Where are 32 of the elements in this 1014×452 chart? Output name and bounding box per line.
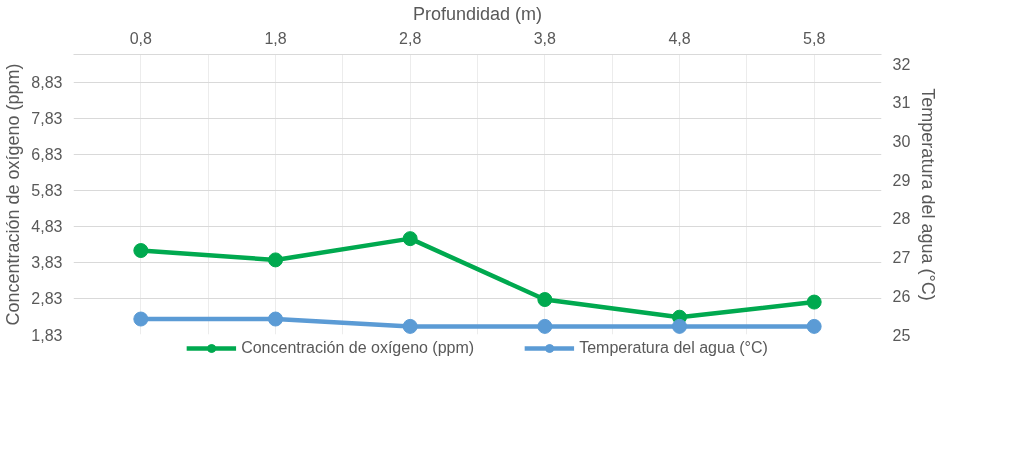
y-tick-label: 8,83 <box>31 74 63 92</box>
y-tick-label: 3,83 <box>31 254 63 272</box>
y-tick-label: 2,83 <box>31 290 63 308</box>
y-tick-label: 7,83 <box>31 110 63 128</box>
point <box>402 231 418 247</box>
point <box>537 292 553 308</box>
y-tick-label: 5,83 <box>31 182 63 200</box>
y-axis-title: Concentración de oxígeno (ppm) <box>3 63 24 326</box>
x-tick-label: 3,8 <box>533 29 557 47</box>
y2-tick-label: 26 <box>892 287 911 305</box>
point <box>268 252 283 268</box>
point <box>806 294 822 310</box>
y-tick-label: 4,83 <box>31 218 63 236</box>
y2-tick-label: 27 <box>892 249 911 267</box>
x-tick-label: 5,8 <box>803 29 826 47</box>
y-tick-label: 1,83 <box>31 326 63 344</box>
legend-label: Concentración de oxígeno (ppm) <box>241 339 475 357</box>
x-tick-label: 0,8 <box>129 29 153 47</box>
legend-label: Temperatura del agua (°C) <box>579 339 768 357</box>
point <box>133 243 149 259</box>
x-axis-title: Profundidad (m) <box>412 3 543 24</box>
x-tick-label: 2,8 <box>399 29 422 47</box>
y2-tick-label: 32 <box>892 55 911 73</box>
y2-tick-label: 25 <box>892 326 911 344</box>
y2-axis-title: Temperatura del agua (°C) <box>918 88 939 301</box>
y2-tick-label: 29 <box>892 171 911 189</box>
x-tick-label: 1,8 <box>264 29 287 47</box>
x-tick-label: 4,8 <box>668 29 691 47</box>
y-tick-label: 6,83 <box>31 146 63 164</box>
y2-tick-label: 31 <box>892 94 911 112</box>
y2-tick-label: 28 <box>892 210 911 228</box>
y2-tick-label: 30 <box>892 133 911 151</box>
